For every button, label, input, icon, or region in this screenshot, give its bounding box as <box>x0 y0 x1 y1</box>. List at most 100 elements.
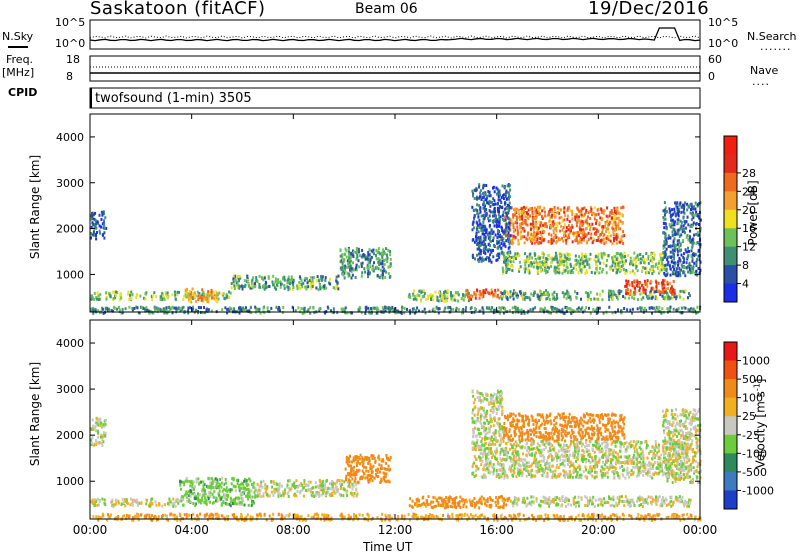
power-cell <box>479 206 482 210</box>
vel-cell <box>322 487 325 491</box>
power-cell <box>518 269 521 273</box>
power-cell <box>443 309 446 313</box>
power-cell <box>349 264 352 268</box>
power-cell <box>370 308 373 312</box>
vel-cell <box>256 494 259 498</box>
power-cell <box>348 261 351 264</box>
power-cell <box>176 290 179 294</box>
power-cell <box>287 288 290 292</box>
vel-cell <box>281 484 283 488</box>
vel-cell <box>312 515 315 519</box>
power-cell <box>579 262 582 266</box>
power-cell <box>591 211 594 215</box>
vel-cell <box>120 503 123 507</box>
power-cell <box>429 293 432 297</box>
vel-cell <box>320 493 323 497</box>
vel-cell <box>353 515 356 519</box>
vel-cell <box>209 485 212 489</box>
power-cell <box>689 229 691 233</box>
power-cell <box>474 296 477 300</box>
power-cell <box>234 274 237 278</box>
power-cell <box>128 305 131 309</box>
vel-cell <box>213 490 216 494</box>
power-cell <box>575 258 578 262</box>
vel-cell <box>247 483 250 487</box>
power-cell <box>116 307 118 311</box>
power-cell <box>671 248 674 252</box>
power-cell <box>661 266 664 270</box>
power-cell <box>371 264 374 268</box>
vel-cell <box>205 499 208 503</box>
vel-cell <box>355 514 358 518</box>
power-cell <box>603 209 606 213</box>
power-cell <box>488 194 491 198</box>
power-cell <box>350 266 353 270</box>
vel-cell <box>256 482 259 486</box>
vel-cell <box>172 497 175 501</box>
power-cell <box>485 245 487 249</box>
power-cell <box>531 212 534 216</box>
power-cell <box>483 215 486 219</box>
power-cell <box>661 262 664 266</box>
vel-cell <box>206 518 209 522</box>
power-cell <box>652 257 655 261</box>
power-cell <box>669 209 672 213</box>
power-cell <box>576 230 579 234</box>
vel-cell <box>211 479 214 483</box>
power-cell <box>462 308 465 311</box>
power-cell <box>501 217 504 221</box>
power-cell <box>339 266 342 270</box>
power-cell <box>495 254 498 257</box>
power-cell <box>664 263 667 267</box>
power-cell <box>337 274 340 278</box>
power-cell <box>638 289 641 292</box>
vel-cell <box>310 493 313 497</box>
power-cell <box>144 292 147 296</box>
power-cell <box>349 253 352 257</box>
power-cell <box>629 262 631 266</box>
power-cell <box>688 308 691 312</box>
power-cell <box>492 255 495 259</box>
vel-cell <box>209 516 212 520</box>
vel-cell <box>225 481 228 485</box>
power-cell <box>320 275 322 279</box>
power-cell <box>332 286 335 290</box>
power-cell <box>588 293 591 297</box>
power-cell <box>664 253 667 257</box>
vel-cell <box>588 516 591 519</box>
power-cell <box>215 299 218 303</box>
power-cell <box>569 231 572 235</box>
nsearch-label: N.Search <box>747 30 797 43</box>
power-cell <box>276 279 279 283</box>
power-cell <box>690 249 693 253</box>
power-cell <box>233 287 236 291</box>
power-cell <box>287 275 290 279</box>
power-cell <box>522 220 525 224</box>
vel-cell <box>202 480 205 484</box>
power-cell <box>484 238 487 242</box>
power-cell <box>502 271 505 275</box>
power-cell <box>606 254 609 258</box>
power-cell <box>223 296 226 300</box>
power-cell <box>299 286 302 290</box>
power-cell <box>476 242 479 246</box>
vel-cell <box>242 490 245 494</box>
power-cell <box>615 234 618 238</box>
power-cell <box>491 200 493 204</box>
power-cell <box>352 250 355 254</box>
power-cell <box>471 228 474 232</box>
power-cell <box>535 220 538 224</box>
power-cell <box>573 309 576 313</box>
vel-cell <box>249 479 252 483</box>
vel-cell <box>523 518 526 522</box>
power-cell <box>684 274 687 278</box>
power-cell <box>493 224 496 228</box>
power-cell <box>91 233 94 237</box>
power-cell <box>358 308 361 312</box>
power-cell <box>484 191 487 195</box>
power-cell <box>663 201 666 205</box>
power-cell <box>646 281 649 285</box>
power-cell <box>540 232 543 236</box>
power-cell <box>586 294 589 298</box>
power-cell <box>242 306 245 310</box>
